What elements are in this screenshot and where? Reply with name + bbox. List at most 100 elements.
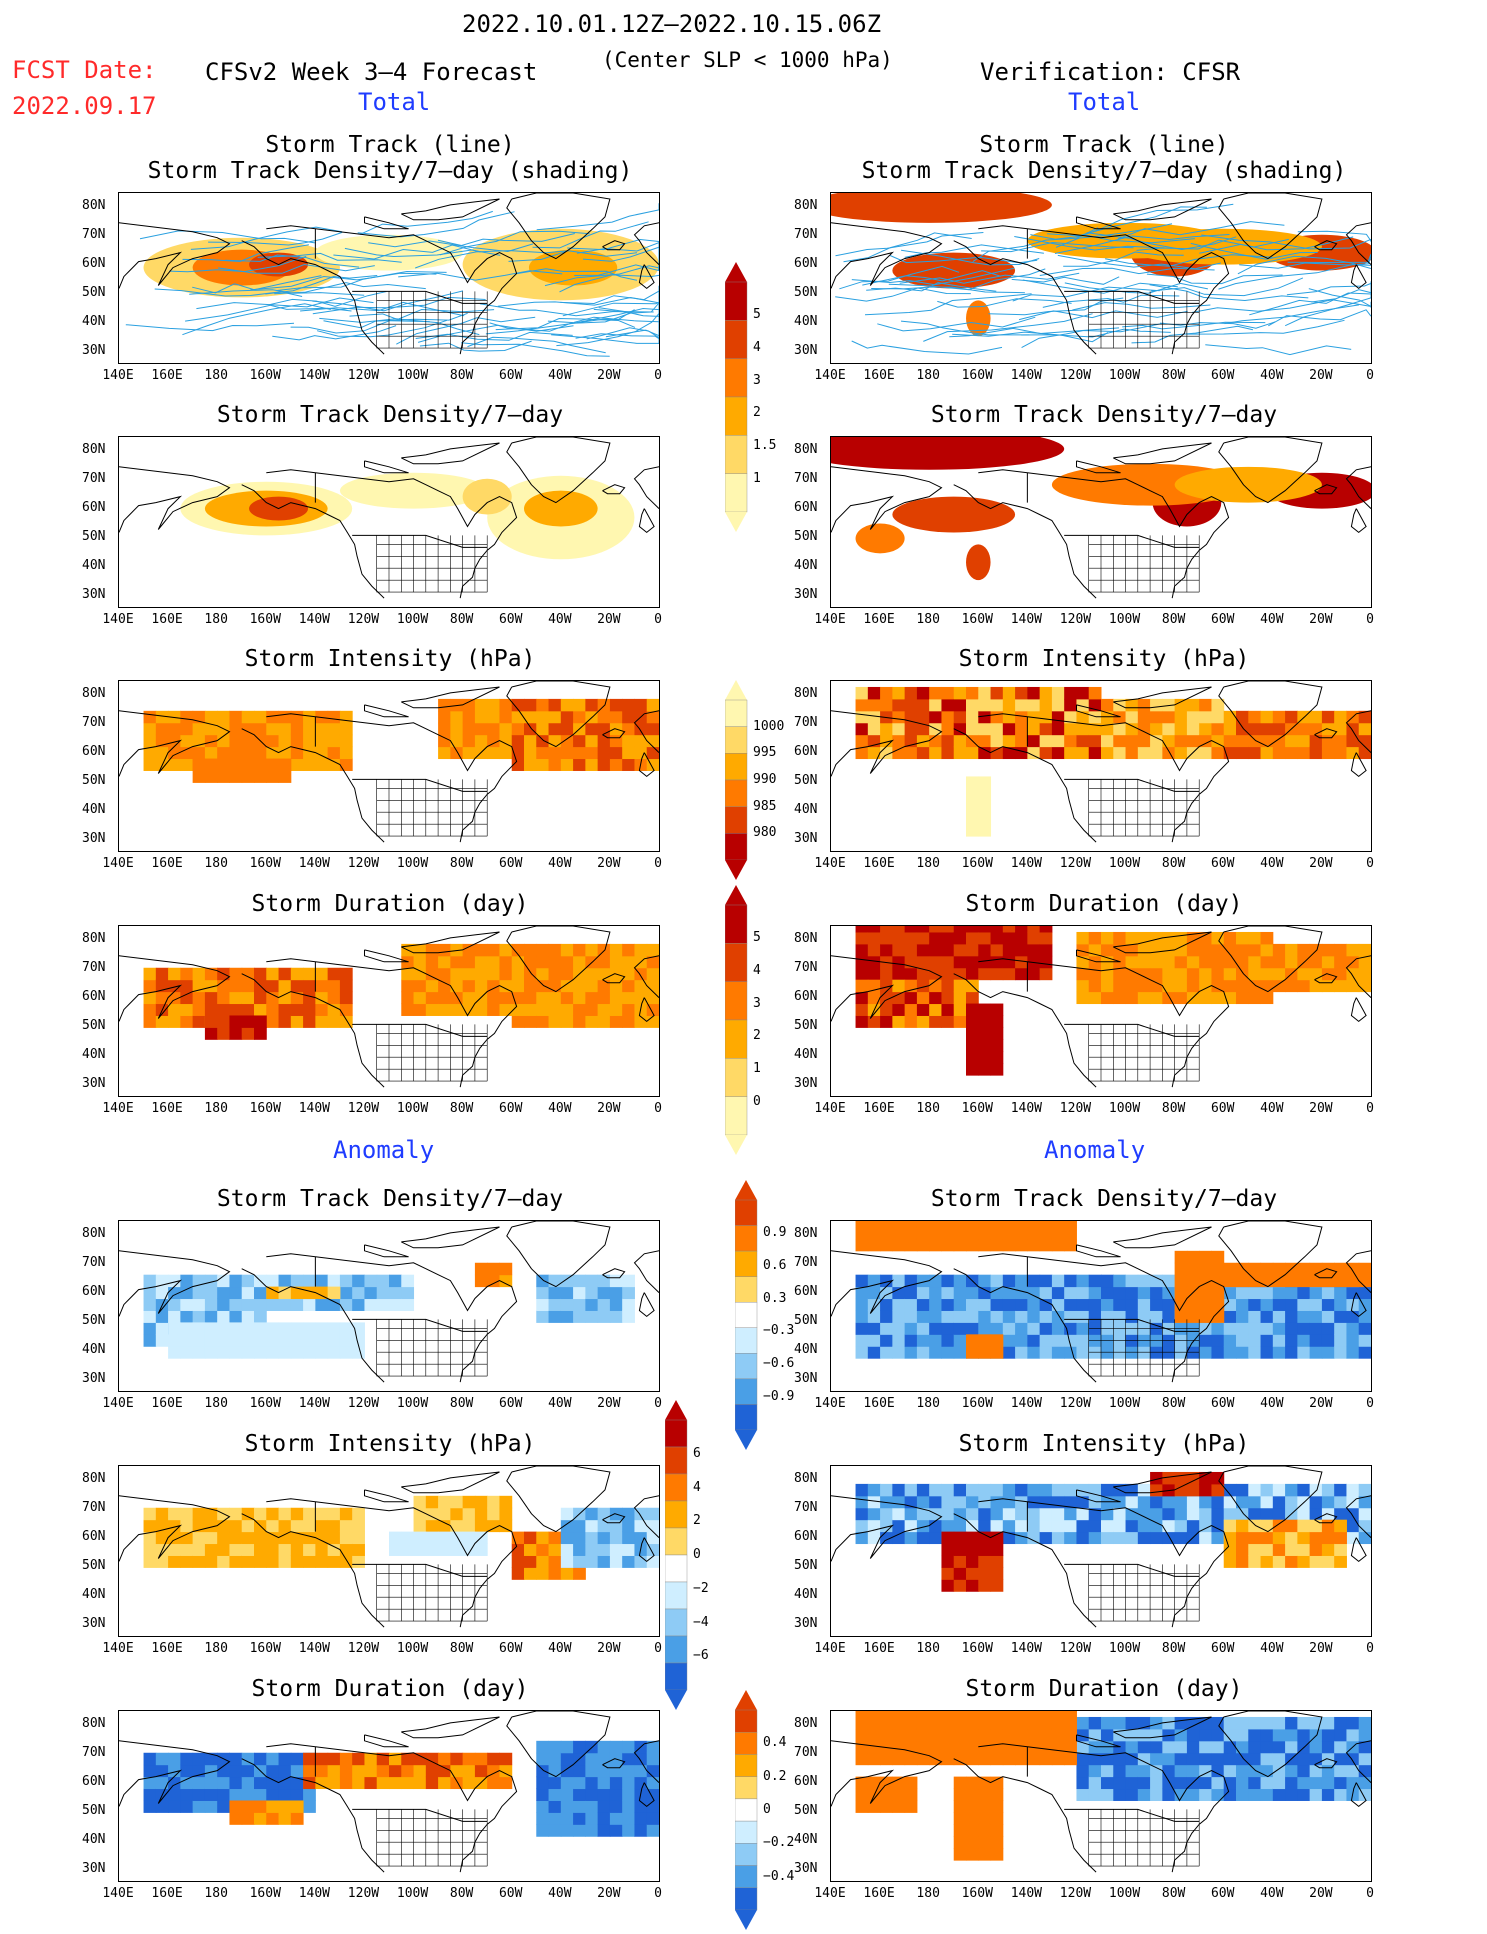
grid-cell [1309,1298,1323,1311]
grid-cell [389,1298,402,1311]
grid-cell [1015,1740,1028,1754]
grid-cell [609,1788,623,1801]
grid-cell [573,1543,586,1556]
right-storm-track-map [830,192,1372,364]
lon-label: 160E [151,368,183,383]
lon-label: 80W [449,1641,474,1656]
storm-track-line [1186,319,1345,335]
grid-cell [401,1003,415,1016]
grid-cell [585,1812,599,1825]
grid-cell [548,1567,562,1580]
grid-cell [904,1238,918,1252]
grid-cell [941,979,955,993]
grid-cell [474,722,488,736]
grid-cell [916,1507,930,1521]
grid-cell [1334,1543,1347,1556]
grid-cell [266,1764,280,1778]
lat-label: 30N [794,1371,818,1386]
grid-cell [646,1776,659,1790]
grid-cell [929,1226,942,1240]
grid-cell [204,1764,218,1778]
grid-cell [1088,955,1102,969]
grid-cell [867,1495,881,1509]
grid-cell [1309,943,1323,957]
grid-cell [1002,1346,1016,1359]
grid-cell [609,1555,623,1568]
grid-cell [978,1543,992,1556]
grid-cell [941,1298,955,1311]
colorbar-segment [734,1276,758,1303]
grid-cell [1199,1346,1212,1359]
left-duration-anomaly-map-svg [119,1711,659,1873]
grid-cell [1076,1483,1090,1497]
coastline [364,1244,409,1258]
grid-cell [536,1310,550,1323]
grid-cell [1137,722,1151,736]
grid-cell [941,1752,955,1766]
grid-cell [1125,1298,1139,1311]
grid-cell [880,1740,893,1754]
lat-label: 50N [794,1803,818,1818]
right-track-title-1: Storm Track (line) [979,132,1229,158]
grid-cell [646,1555,659,1568]
grid-cell [1125,722,1139,736]
grid-cell [953,955,967,969]
grid-cell [609,955,623,969]
grid-cell [315,1346,329,1359]
grid-cell [1346,1519,1360,1533]
grid-cell [867,1346,881,1359]
grid-cell [303,1274,316,1288]
grid-cell [1051,722,1065,736]
grid-cell [646,967,659,981]
grid-cell [916,710,930,724]
grid-cell [634,734,648,748]
grid-cell [966,1027,979,1040]
grid-cell [278,1519,292,1533]
lon-label: 100W [1108,1396,1141,1411]
grid-cell [229,1752,243,1766]
storm-track-line [862,270,1002,286]
grid-cell [1051,1286,1065,1300]
grid-cell [916,1752,930,1766]
grid-cell [1186,1483,1200,1497]
storm-track-line [1072,302,1211,311]
grid-cell [1162,1716,1176,1730]
coastline [1350,508,1367,534]
grid-cell [1015,1711,1028,1718]
grid-cell [990,1543,1004,1556]
grid-cell [1297,943,1311,957]
lat-label: 40N [794,1047,818,1062]
coastline [831,1495,943,1562]
colorbar-segment [734,1776,758,1800]
grid-cell [511,734,525,748]
grid-cell [1321,710,1335,724]
grid-cell [966,1716,979,1730]
grid-cell [1321,1346,1335,1359]
grid-cell [990,1495,1004,1509]
coastline [1113,686,1212,709]
grid-cell [499,746,513,760]
lon-label: 180 [916,368,940,383]
grid-cell [1211,979,1225,993]
grid-cell [855,698,869,712]
grid-cell [204,1015,218,1028]
grid-cell [1186,979,1200,993]
grid-cell [953,1495,967,1509]
grid-cell [204,1776,218,1790]
grid-cell [303,1555,316,1568]
grid-cell [622,1812,635,1825]
grid-cell [953,1015,967,1028]
grid-cell [1113,991,1127,1005]
grid-cell [867,1226,881,1240]
grid-cell [1039,1507,1053,1521]
lon-label: 60W [498,1101,523,1116]
grid-cell [880,1519,893,1533]
grid-cell [597,1788,611,1801]
grid-cell [1015,722,1028,736]
storm-track-line [877,316,1036,332]
grid-cell [1211,734,1225,748]
lon-label: 120W [347,1396,380,1411]
grid-cell [290,1346,304,1359]
grid-cell [487,967,500,981]
lat-label: 80N [82,931,106,946]
